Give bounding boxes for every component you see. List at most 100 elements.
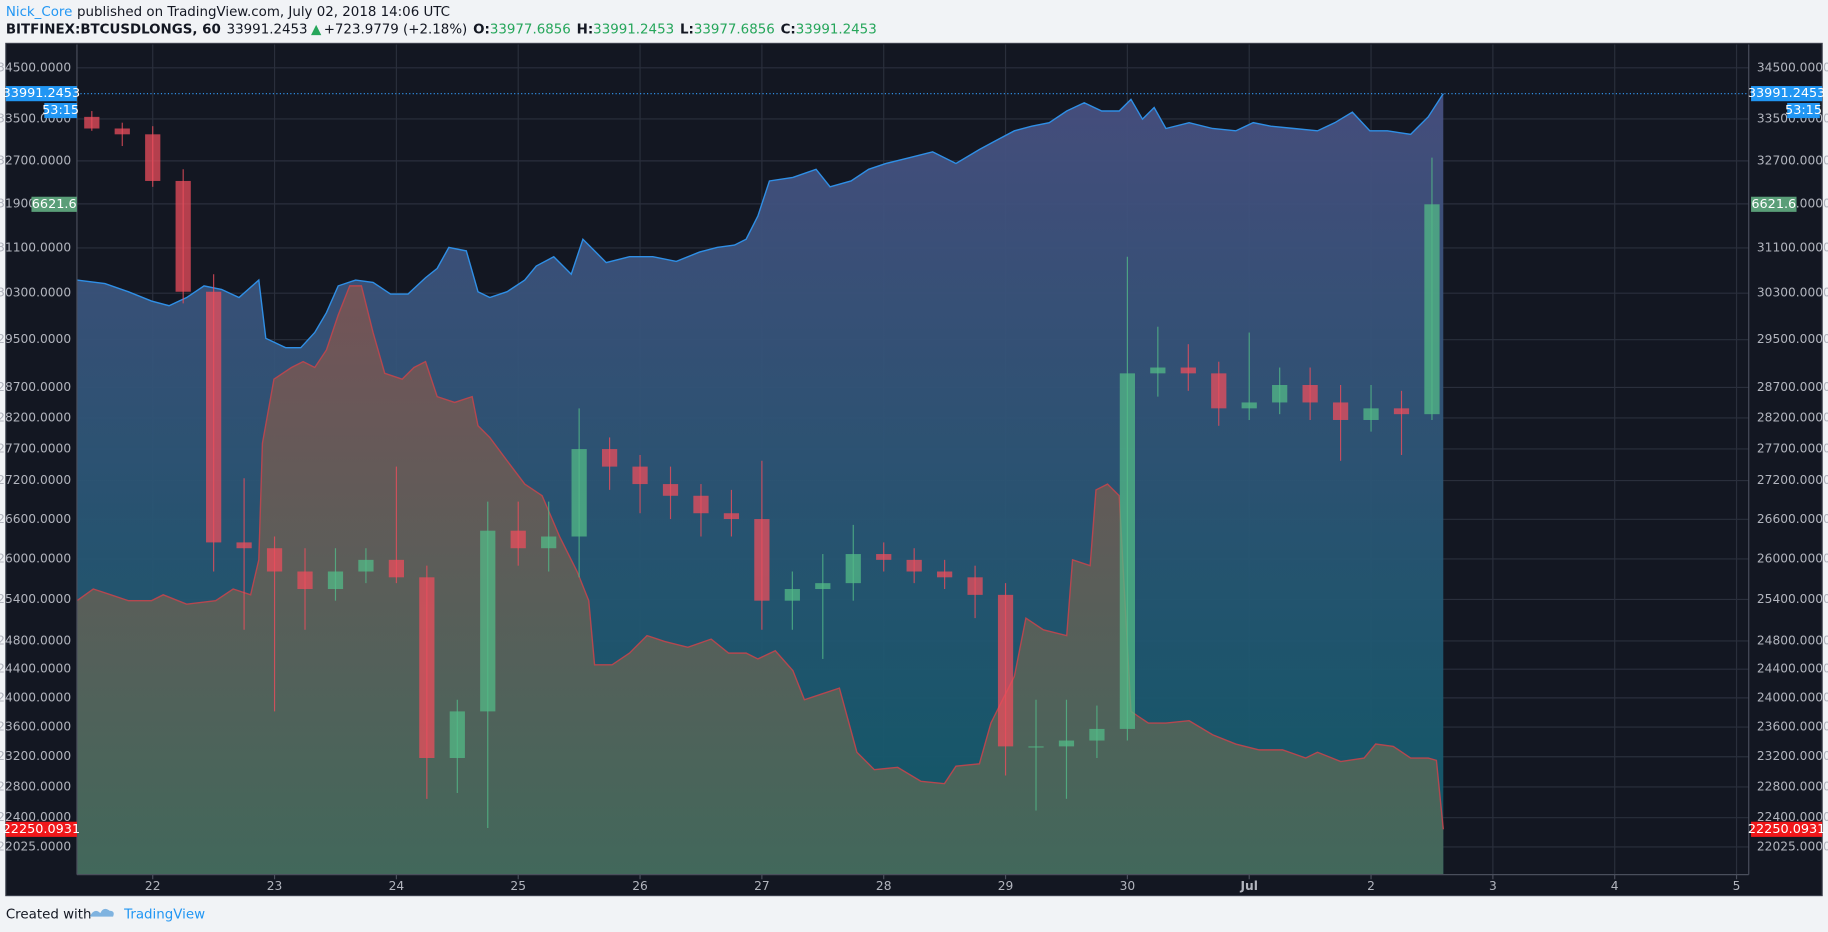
price-tag-left xyxy=(5,821,77,837)
y-tick-label: 28200.0000 xyxy=(0,410,71,424)
y-tick-label: 23600.0000 xyxy=(0,720,71,734)
x-tick-label: 25 xyxy=(510,879,526,893)
y-tick-label: 24000.0000 xyxy=(0,690,71,704)
candle-body xyxy=(967,577,983,595)
candle-body xyxy=(449,711,465,759)
candle-body xyxy=(1332,402,1349,420)
y-tick-label-right: 28700.0000 xyxy=(1757,380,1828,394)
y-tick-label: 34500.0000 xyxy=(0,60,71,74)
y-tick-label-right: 29500.0000 xyxy=(1757,332,1828,346)
candle-body xyxy=(510,530,526,549)
candle-body xyxy=(815,583,831,590)
candle-body xyxy=(1393,408,1410,415)
candle-body xyxy=(1363,408,1379,420)
ohlc: O:33977.6856 H:33991.2453 L:33977.6856 C:33… xyxy=(473,22,877,37)
y-tick-label-right: 31100.0000 xyxy=(1757,240,1828,254)
candle-body xyxy=(784,589,800,601)
candle-body xyxy=(723,513,740,520)
candle-body xyxy=(84,116,100,129)
y-tick-label: 22025.0000 xyxy=(0,839,71,853)
y-tick-label-right: 28200.0000 xyxy=(1757,410,1828,424)
y-tick-label-right: 32700.0000 xyxy=(1757,153,1828,167)
candle-body xyxy=(388,559,405,578)
created-with: Created with xyxy=(6,907,92,922)
x-tick-label: 24 xyxy=(389,879,405,893)
countdown-bg-right xyxy=(1787,102,1820,119)
candle-body xyxy=(937,571,953,578)
ohlc-label: C: xyxy=(781,22,796,37)
y-tick-label: 29500.0000 xyxy=(0,332,71,346)
price-tag-label: 6621.6 xyxy=(32,197,77,212)
y-tick-label-right: 24000.0000 xyxy=(1757,690,1828,704)
candle-body xyxy=(1424,204,1440,415)
candle-body xyxy=(145,134,161,181)
y-tick-label-right: 27200.0000 xyxy=(1757,473,1828,487)
candle-body xyxy=(601,449,618,467)
area-line xyxy=(76,285,1444,830)
y-tick-label: 25400.0000 xyxy=(0,592,71,606)
ohlc-value: 33977.6856 xyxy=(694,22,775,37)
symbol: BITFINEX:BTCUSDLONGS, 60 xyxy=(6,22,221,37)
price-tag-right xyxy=(1751,196,1797,212)
plot xyxy=(76,93,1749,875)
brand-link[interactable]: TradingView xyxy=(123,907,205,922)
y-tick-label-right: 24400.0000 xyxy=(1757,662,1828,676)
candle-body xyxy=(1089,728,1105,741)
y-tick-label: 27200.0000 xyxy=(0,473,71,487)
countdown: 53:15 xyxy=(1785,103,1822,118)
x-tick-label: 28 xyxy=(876,879,892,893)
candle-body xyxy=(876,554,892,560)
y-tick-label: 22400.0000 xyxy=(0,810,71,824)
y-tick-label: 27700.0000 xyxy=(0,441,71,455)
candle-body xyxy=(1058,740,1075,747)
y-tick-label-right: 22800.0000 xyxy=(1757,779,1828,793)
y-tick-label: 32700.0000 xyxy=(0,153,71,167)
candle-body xyxy=(297,571,313,590)
price-tag-right xyxy=(1751,821,1823,837)
y-tick-label-right: 27700.0000 xyxy=(1757,441,1828,455)
up-arrow: ▲ xyxy=(311,22,322,37)
last-price: 33991.2453 xyxy=(227,22,308,37)
y-tick-label: 26000.0000 xyxy=(0,551,71,565)
x-tick-label: 29 xyxy=(998,879,1014,893)
publish-line: Nick_Core published on TradingView.com, J… xyxy=(6,5,450,20)
countdown-bg-left xyxy=(44,102,77,119)
x-tick-label: 27 xyxy=(754,879,770,893)
publish-info: published on TradingView.com, July 02, 2… xyxy=(77,5,450,20)
area-line xyxy=(76,93,1444,349)
x-tick-label: 3 xyxy=(1489,879,1497,893)
y-tick-label-right: 22400.0000 xyxy=(1757,810,1828,824)
candle-body xyxy=(236,542,252,549)
y-tick-label-right: 24800.0000 xyxy=(1757,633,1828,647)
ohlc-value: 33991.2453 xyxy=(796,22,877,37)
y-tick-label: 23200.0000 xyxy=(0,749,71,763)
candle-body xyxy=(632,466,648,485)
candle-body xyxy=(327,571,344,590)
candle-body xyxy=(206,291,222,543)
y-tick-label: 24400.0000 xyxy=(0,662,71,676)
candle-body xyxy=(480,530,496,712)
candle-body xyxy=(1272,384,1288,403)
author-link[interactable]: Nick_Core xyxy=(6,5,73,20)
price-tags: 33991.2453 33991.2453 53:15 53:15 6621.6 6621… xyxy=(3,86,1825,837)
brand-logo xyxy=(89,908,114,917)
ohlc-value: 33991.2453 xyxy=(593,22,674,37)
price-tag-left xyxy=(31,196,77,212)
candle-body xyxy=(114,128,130,135)
price-tag-right xyxy=(1751,86,1823,102)
y-tick-label-right: 26000.0000 xyxy=(1757,551,1828,565)
x-tick-label: 30 xyxy=(1120,879,1136,893)
y-tick-label-right: 23600.0000 xyxy=(1757,720,1828,734)
candle-body xyxy=(906,559,922,572)
y-tick-label: 26600.0000 xyxy=(0,512,71,526)
y-tick-label-right: 26600.0000 xyxy=(1757,512,1828,526)
y-tick-label: 22800.0000 xyxy=(0,779,71,793)
change: +723.9779 (+2.18%) xyxy=(324,22,468,37)
x-tick-label: 2 xyxy=(1367,879,1375,893)
candle-body xyxy=(693,495,709,514)
candle-body xyxy=(571,449,587,537)
x-tick-label: 23 xyxy=(267,879,283,893)
candle-body xyxy=(266,548,283,572)
